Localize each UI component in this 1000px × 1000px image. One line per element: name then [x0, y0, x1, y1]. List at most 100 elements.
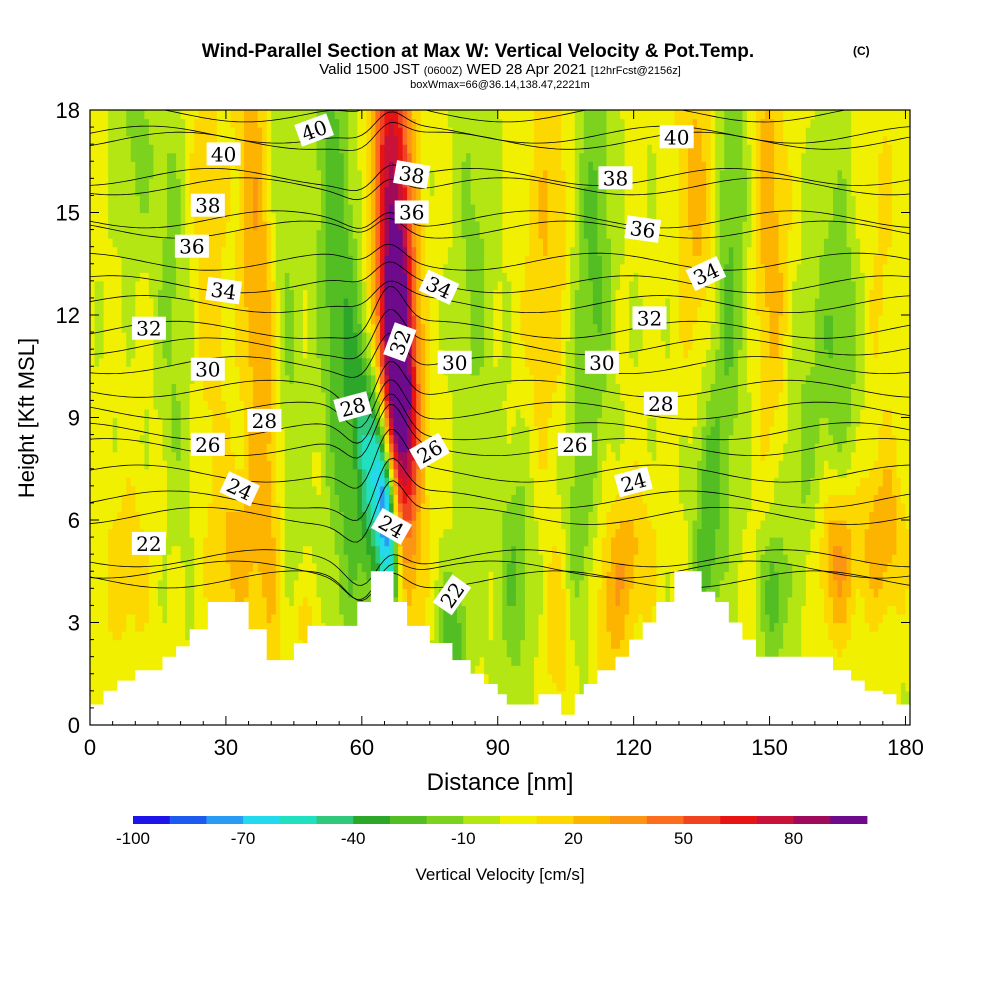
w-cell — [561, 332, 571, 342]
w-cell — [819, 289, 857, 299]
w-cell — [697, 494, 703, 504]
w-cell — [162, 246, 177, 256]
w-cell — [719, 263, 725, 273]
w-cell — [778, 221, 793, 231]
w-cell — [792, 349, 816, 359]
w-cell — [452, 238, 467, 248]
w-cell — [688, 434, 694, 444]
w-cell — [438, 545, 503, 555]
w-cell — [379, 263, 386, 273]
w-cell — [126, 477, 132, 487]
w-cell — [185, 203, 195, 214]
w-cell — [688, 520, 694, 530]
w-cell — [502, 144, 535, 154]
w-cell — [357, 152, 367, 162]
w-cell — [366, 340, 372, 350]
w-cell — [710, 127, 716, 137]
w-cell — [855, 605, 866, 615]
w-cell — [710, 391, 739, 402]
w-cell — [275, 315, 281, 325]
w-cell — [832, 186, 848, 197]
w-cell — [787, 315, 793, 325]
w-cell — [216, 118, 232, 128]
w-cell — [411, 229, 417, 239]
w-cell — [402, 537, 417, 547]
w-cell — [701, 366, 716, 376]
w-cell — [697, 315, 716, 325]
w-cell — [370, 374, 377, 384]
w-cell — [221, 272, 236, 282]
w-cell — [819, 417, 830, 427]
w-cell — [832, 332, 857, 342]
w-cell — [90, 468, 168, 478]
w-cell — [420, 545, 431, 555]
w-cell — [561, 554, 567, 564]
w-cell — [701, 468, 721, 478]
w-cell — [742, 323, 748, 333]
w-cell — [361, 315, 367, 325]
w-cell — [361, 434, 377, 444]
w-cell — [348, 118, 358, 128]
theta-label-text: 28 — [252, 409, 277, 433]
theta-label-box — [393, 160, 431, 189]
w-cell — [411, 485, 417, 495]
w-cell — [774, 186, 793, 197]
w-cell — [774, 203, 793, 214]
w-cell — [293, 588, 318, 598]
w-cell — [239, 391, 254, 402]
w-cell — [493, 315, 503, 325]
w-cell — [755, 562, 762, 572]
w-cell — [678, 212, 689, 222]
w-cell — [538, 622, 549, 632]
w-cell — [384, 306, 408, 316]
w-cell — [755, 255, 762, 265]
w-cell — [366, 195, 372, 205]
w-cell — [792, 195, 802, 205]
w-cell — [783, 289, 789, 299]
w-cell — [588, 631, 598, 641]
w-cell — [325, 238, 349, 248]
w-cell — [126, 357, 132, 367]
w-cell — [325, 195, 345, 205]
w-cell — [271, 110, 318, 120]
w-cell — [225, 400, 245, 410]
w-cell — [547, 460, 558, 470]
w-cell — [180, 554, 195, 564]
w-cell — [742, 161, 753, 171]
w-cell — [452, 400, 503, 410]
w-cell — [547, 648, 567, 658]
w-cell — [379, 451, 386, 461]
x-tick-label: 150 — [751, 735, 788, 760]
w-cell — [411, 528, 417, 538]
w-cell — [416, 545, 422, 555]
w-cell — [148, 434, 164, 444]
w-cell — [370, 400, 377, 410]
w-cell — [778, 349, 784, 359]
w-cell — [547, 613, 567, 624]
theta-label-box — [131, 531, 166, 555]
w-cell — [855, 596, 866, 607]
w-cell — [746, 520, 762, 530]
w-cell — [742, 144, 753, 154]
w-cell — [710, 332, 721, 342]
w-cell — [678, 289, 707, 299]
w-cell — [778, 255, 789, 265]
w-cell — [148, 203, 168, 214]
w-cell — [126, 332, 136, 342]
w-cell — [543, 554, 553, 564]
w-cell — [316, 349, 331, 359]
w-cell — [194, 571, 204, 581]
w-cell — [407, 263, 413, 273]
w-cell — [429, 554, 440, 564]
w-cell — [719, 297, 725, 308]
w-cell — [366, 306, 372, 316]
w-cell — [379, 494, 386, 504]
w-cell — [90, 451, 145, 461]
w-cell — [266, 144, 272, 154]
w-cell — [420, 135, 454, 145]
w-cell — [280, 297, 286, 308]
w-cell — [529, 443, 540, 453]
w-cell — [846, 605, 857, 615]
w-cell — [493, 588, 503, 598]
w-cell — [438, 340, 472, 350]
